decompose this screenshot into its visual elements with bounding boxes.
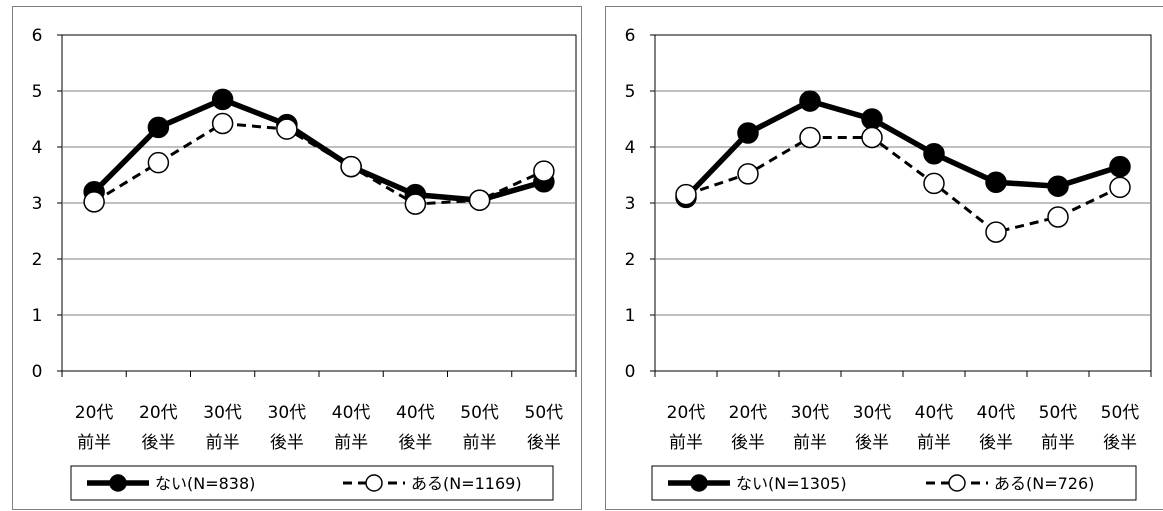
y-tick-label: 1 — [32, 306, 43, 326]
x-tick-label: 50代 — [1101, 403, 1140, 423]
data-point — [985, 221, 1007, 243]
x-tick-label: 後半 — [1103, 433, 1137, 453]
data-point — [1109, 176, 1131, 199]
x-tick-label: 40代 — [332, 403, 371, 423]
legend-label: ある(N=726) — [994, 474, 1094, 493]
series-line — [92, 96, 545, 203]
x-tick-label: 後半 — [855, 433, 889, 453]
x-tick-label: 後半 — [979, 433, 1013, 453]
legend-marker — [948, 474, 966, 492]
y-tick-label: 0 — [625, 362, 636, 382]
data-point — [533, 160, 555, 182]
legend-marker — [109, 474, 127, 492]
chart-panel-left: 0 1 2 3 4 5 6 20代前半 20代後半 30代前半 30代後半 40代前半 40代後半 50代… — [12, 6, 582, 510]
x-tick-label: 20代 — [667, 403, 706, 423]
data-point — [147, 151, 170, 174]
data-point — [1047, 206, 1069, 228]
data-point — [1047, 175, 1069, 197]
x-tick-label: 50代 — [525, 403, 564, 423]
x-tick-label: 後半 — [398, 433, 432, 453]
x-tick-label: 40代 — [977, 403, 1016, 423]
x-tick-label: 後半 — [270, 433, 304, 453]
data-point — [737, 163, 759, 185]
legend-box — [651, 465, 1137, 501]
chart-panel-right: 0 1 2 3 4 5 6 20代前半 20代後半 30代前半 30代後半 40代前半 40代後半 50代… — [605, 6, 1163, 510]
y-tick-label: 4 — [625, 138, 636, 158]
y-tick-label: 5 — [32, 82, 43, 102]
x-tick-label: 後半 — [731, 433, 765, 453]
y-tick-label: 1 — [625, 306, 636, 326]
data-point — [923, 172, 945, 195]
data-point — [861, 108, 883, 130]
y-tick-label: 6 — [625, 26, 636, 46]
legend-box — [70, 465, 554, 501]
x-tick-label: 30代 — [203, 403, 242, 423]
x-tick-label: 30代 — [268, 403, 307, 423]
data-point — [799, 90, 821, 112]
data-point — [1109, 155, 1131, 178]
data-point — [276, 118, 298, 140]
x-tick-label: 30代 — [853, 403, 892, 423]
data-point — [799, 126, 821, 149]
legend-marker — [365, 474, 383, 492]
y-tick-label: 2 — [625, 250, 636, 270]
x-tick-label: 20代 — [75, 403, 114, 423]
data-point — [147, 116, 170, 139]
y-tick-label: 2 — [32, 250, 43, 270]
y-tick-label: 5 — [625, 82, 636, 102]
data-point — [985, 171, 1007, 194]
x-tick-label: 30代 — [791, 403, 830, 423]
x-tick-label: 前半 — [463, 433, 497, 453]
x-tick-label: 20代 — [139, 403, 178, 423]
data-point — [923, 142, 945, 165]
data-point — [861, 126, 883, 149]
x-tick-label: 前半 — [793, 433, 827, 453]
x-tick-label: 40代 — [915, 403, 954, 423]
x-tick-label: 前半 — [334, 433, 368, 453]
x-tick-label: 前半 — [917, 433, 951, 453]
x-tick-label: 20代 — [729, 403, 768, 423]
legend-label: ない(N=838) — [155, 474, 255, 493]
legend-label: ある(N=1169) — [411, 474, 522, 493]
data-point — [211, 88, 234, 111]
y-tick-label: 4 — [32, 138, 43, 158]
x-tick-label: 後半 — [527, 433, 561, 453]
legend-marker — [690, 474, 708, 492]
data-point — [737, 122, 759, 144]
x-tick-label: 前半 — [206, 433, 240, 453]
y-tick-label: 3 — [32, 194, 43, 214]
x-tick-label: 50代 — [460, 403, 499, 423]
x-tick-label: 前半 — [77, 433, 111, 453]
legend-label: ない(N=1305) — [736, 474, 847, 493]
data-point — [468, 189, 491, 211]
data-point — [340, 155, 362, 178]
data-point — [675, 183, 697, 206]
data-point — [211, 112, 234, 135]
x-tick-label: 前半 — [669, 433, 703, 453]
x-tick-label: 後半 — [141, 433, 175, 453]
x-tick-label: 50代 — [1039, 403, 1078, 423]
y-tick-label: 6 — [32, 26, 43, 46]
x-tick-label: 前半 — [1041, 433, 1075, 453]
x-tick-label: 40代 — [396, 403, 435, 423]
y-tick-label: 0 — [32, 362, 43, 382]
data-point — [83, 191, 105, 213]
y-tick-label: 3 — [625, 194, 636, 214]
data-point — [404, 193, 427, 215]
